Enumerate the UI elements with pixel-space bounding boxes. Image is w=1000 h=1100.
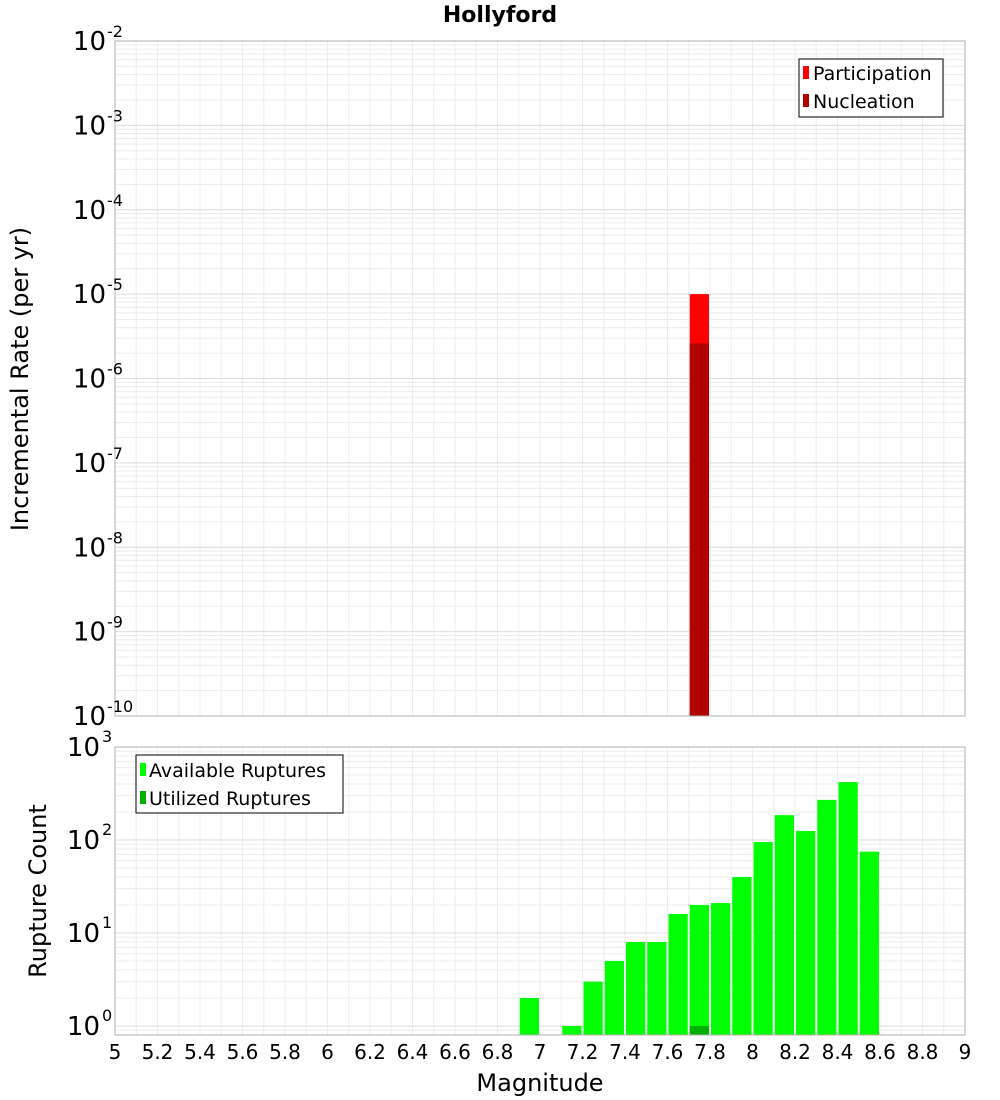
legend-label-available: Available Ruptures [149,760,326,782]
x-tick-label: 8 [746,1040,759,1064]
x-tick-label: 6.4 [397,1040,429,1064]
bottom-bars [519,782,879,1035]
bottom-y-axis-label: Rupture Count [24,804,52,978]
legend-swatch-nucleation [803,94,809,107]
x-tick-label: 5.8 [269,1040,301,1064]
top-y-tick-exponent: -7 [107,444,123,463]
legend-label-participation: Participation [813,63,932,85]
top-y-axis-label: Incremental Rate (per yr) [6,227,34,531]
x-tick-label: 6 [321,1040,334,1064]
x-tick-label: 8.4 [822,1040,854,1064]
top-y-tick-exponent: -2 [107,22,123,41]
top-plot-frame [114,40,966,717]
bar-available-ruptures [817,799,837,1035]
bottom-y-tick-exponent: 3 [102,727,112,746]
legend-swatch-participation [803,66,809,79]
bottom-legend: Available Ruptures Utilized Ruptures [135,754,344,814]
top-y-tick-base: 10 [73,533,106,563]
bar-available-ruptures [668,914,688,1035]
bar-available-ruptures [796,830,816,1035]
x-tick-label: 7 [534,1040,547,1064]
top-legend-box [798,58,944,118]
top-y-tick-exponent: -10 [107,697,133,716]
bar-available-ruptures [583,981,603,1035]
top-y-tick-base: 10 [73,111,106,141]
bar-utilized-ruptures [689,1026,709,1035]
chart-title: Hollyford [443,3,557,28]
bottom-y-tick-exponent: 0 [102,1006,112,1025]
x-tick-label: 7.2 [567,1040,599,1064]
top-y-tick-exponent: -5 [107,275,123,294]
top-y-tick-base: 10 [73,449,106,479]
bottom-plot-frame [114,746,966,1036]
top-y-tick-labels: 10-210-310-410-510-610-710-810-910-10 [73,22,133,732]
x-tick-label: 5.2 [142,1040,174,1064]
x-tick-label: 5.4 [184,1040,216,1064]
top-legend: Participation Nucleation [798,58,944,118]
x-axis-label: Magnitude [476,1069,603,1097]
bottom-y-tick-base: 10 [67,733,100,763]
top-y-tick-base: 10 [73,196,106,226]
x-tick-label: 8.6 [864,1040,896,1064]
top-y-tick-exponent: -3 [107,106,123,125]
bar-available-ruptures [711,903,731,1035]
bar-available-ruptures [753,842,773,1035]
bottom-y-tick-exponent: 2 [102,820,112,839]
x-tick-label: 8.2 [779,1040,811,1064]
bar-available-ruptures [732,877,752,1035]
legend-label-utilized: Utilized Ruptures [149,788,311,810]
x-tick-label: 6.6 [439,1040,471,1064]
top-panel: 10-210-310-410-510-610-710-810-910-10 In… [6,22,966,732]
legend-swatch-available [140,763,146,776]
x-tick-labels: 5 5.2 5.4 5.6 5.8 6 6.2 6.4 6.6 6.8 7 7.2 7.4 7.6 7.8 8… [109,1040,972,1064]
x-tick-label: 9 [959,1040,972,1064]
top-y-tick-base: 10 [73,27,106,57]
x-tick-label: 8.8 [907,1040,939,1064]
x-tick-label: 6.2 [354,1040,386,1064]
x-tick-label: 7.6 [652,1040,684,1064]
legend-label-nucleation: Nucleation [813,91,915,113]
top-y-tick-exponent: -8 [107,528,123,547]
bar-available-ruptures [689,904,709,1035]
bottom-y-tick-base: 10 [67,826,100,856]
x-tick-label: 6.8 [482,1040,514,1064]
bar-available-ruptures [562,1025,582,1035]
top-y-tick-base: 10 [73,702,106,732]
x-tick-label: 7.4 [609,1040,641,1064]
x-tick-label: 5 [109,1040,122,1064]
bar-available-ruptures [838,782,858,1035]
top-bar-nucleation [689,343,709,716]
top-y-tick-exponent: -9 [107,613,123,632]
bottom-y-tick-base: 10 [67,1012,100,1042]
bottom-y-tick-exponent: 1 [102,913,112,932]
bottom-legend-box [135,754,344,814]
top-y-tick-base: 10 [73,618,106,648]
legend-swatch-utilized [140,791,146,804]
bar-available-ruptures [519,997,539,1035]
x-tick-label: 5.6 [227,1040,259,1064]
top-bars [689,294,709,716]
bar-available-ruptures [604,960,624,1035]
bar-available-ruptures [626,942,646,1035]
bar-available-ruptures [647,942,667,1035]
top-gridlines [114,41,966,717]
bottom-y-tick-base: 10 [67,919,100,949]
x-tick-label: 7.8 [694,1040,726,1064]
bar-available-ruptures [859,851,879,1035]
bar-available-ruptures [774,815,794,1035]
top-y-tick-exponent: -6 [107,360,123,379]
top-y-tick-base: 10 [73,280,106,310]
top-y-tick-base: 10 [73,365,106,395]
top-y-tick-exponent: -4 [107,191,123,210]
